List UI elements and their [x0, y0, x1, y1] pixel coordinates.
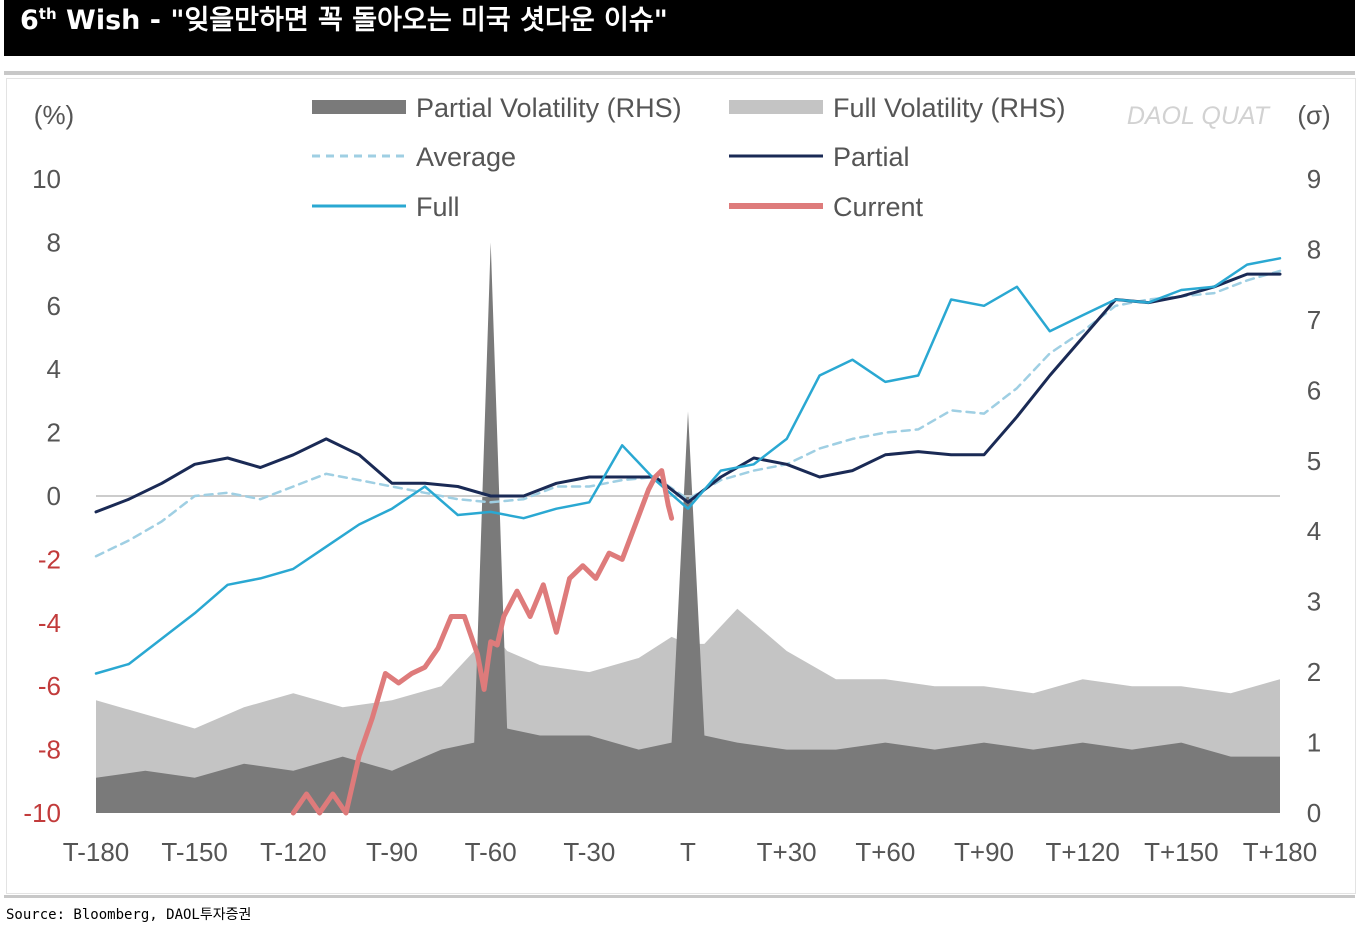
legend-label-current: Current — [833, 192, 924, 222]
left-tick-label: 8 — [47, 227, 61, 257]
right-axis-unit: (σ) — [1297, 100, 1330, 130]
partial-vol-area — [96, 242, 1280, 813]
left-tick-label: -8 — [38, 735, 61, 765]
legend-label-partial-vol: Partial Volatility (RHS) — [416, 93, 682, 123]
x-tick-label: T+120 — [1045, 837, 1119, 867]
x-tick-label: T-150 — [161, 837, 228, 867]
left-tick-label: -4 — [38, 608, 61, 638]
x-tick-label: T+150 — [1144, 837, 1218, 867]
title-text: Wish - "잊을만하면 꼭 돌아오는 미국 셧다운 이슈" — [56, 5, 668, 36]
x-tick-label: T+90 — [954, 837, 1014, 867]
bottom-divider — [4, 895, 1355, 898]
left-tick-label: 4 — [47, 354, 61, 384]
right-tick-label: 0 — [1307, 798, 1321, 828]
partial-line — [94, 272, 1282, 514]
x-tick-label: T+60 — [855, 837, 915, 867]
chart-panel: (%) (σ) 10 8 6 4 2 0 -2 -4 -6 -8 -10 9 8 7 6 5 4 3 2 1 0 T-180 T… — [6, 78, 1356, 894]
right-tick-label: 2 — [1307, 657, 1321, 687]
left-tick-label: -6 — [38, 671, 61, 701]
legend-label-full-vol: Full Volatility (RHS) — [833, 93, 1066, 123]
right-tick-label: 1 — [1307, 728, 1321, 758]
return-lines — [94, 257, 1282, 816]
legend-label-average: Average — [416, 142, 516, 172]
right-tick-label: 8 — [1307, 234, 1321, 264]
x-tick-label: T — [680, 837, 696, 867]
legend-label-full: Full — [416, 192, 460, 222]
report-title: 6th Wish - "잊을만하면 꼭 돌아오는 미국 셧다운 이슈" — [20, 4, 668, 38]
current-line — [290, 468, 675, 816]
legend-label-partial: Partial — [833, 142, 910, 172]
left-axis-unit: (%) — [34, 100, 74, 130]
report-header: 6th Wish - "잊을만하면 꼭 돌아오는 미국 셧다운 이슈" — [4, 0, 1355, 56]
right-tick-label: 3 — [1307, 587, 1321, 617]
left-tick-label: 0 — [47, 481, 61, 511]
left-tick-label: 2 — [47, 418, 61, 448]
volatility-areas — [96, 242, 1280, 813]
source-note: Source: Bloomberg, DAOL투자증권 — [6, 907, 252, 923]
left-tick-label: -10 — [23, 798, 61, 828]
average-line — [94, 269, 1282, 558]
left-tick-label: 10 — [32, 164, 61, 194]
top-divider — [4, 71, 1355, 75]
x-tick-label: T-60 — [465, 837, 517, 867]
title-number: 6 — [20, 5, 39, 36]
left-tick-label: -2 — [38, 544, 61, 574]
right-tick-label: 5 — [1307, 446, 1321, 476]
x-tick-label: T-120 — [260, 837, 327, 867]
x-tick-label: T+180 — [1243, 837, 1317, 867]
x-tick-label: T+30 — [757, 837, 817, 867]
left-tick-label: 6 — [47, 291, 61, 321]
watermark: DAOL QUAT — [1127, 102, 1271, 130]
right-tick-label: 4 — [1307, 516, 1321, 546]
x-tick-label: T-180 — [63, 837, 130, 867]
right-tick-label: 7 — [1307, 305, 1321, 335]
title-ordinal-suffix: th — [38, 5, 57, 23]
x-tick-label: T-90 — [366, 837, 418, 867]
right-tick-label: 9 — [1307, 164, 1321, 194]
right-tick-label: 6 — [1307, 375, 1321, 405]
x-tick-label: T-30 — [563, 837, 615, 867]
legend: Partial Volatility (RHS) Full Volatility … — [312, 93, 1066, 222]
full-line — [94, 257, 1282, 675]
